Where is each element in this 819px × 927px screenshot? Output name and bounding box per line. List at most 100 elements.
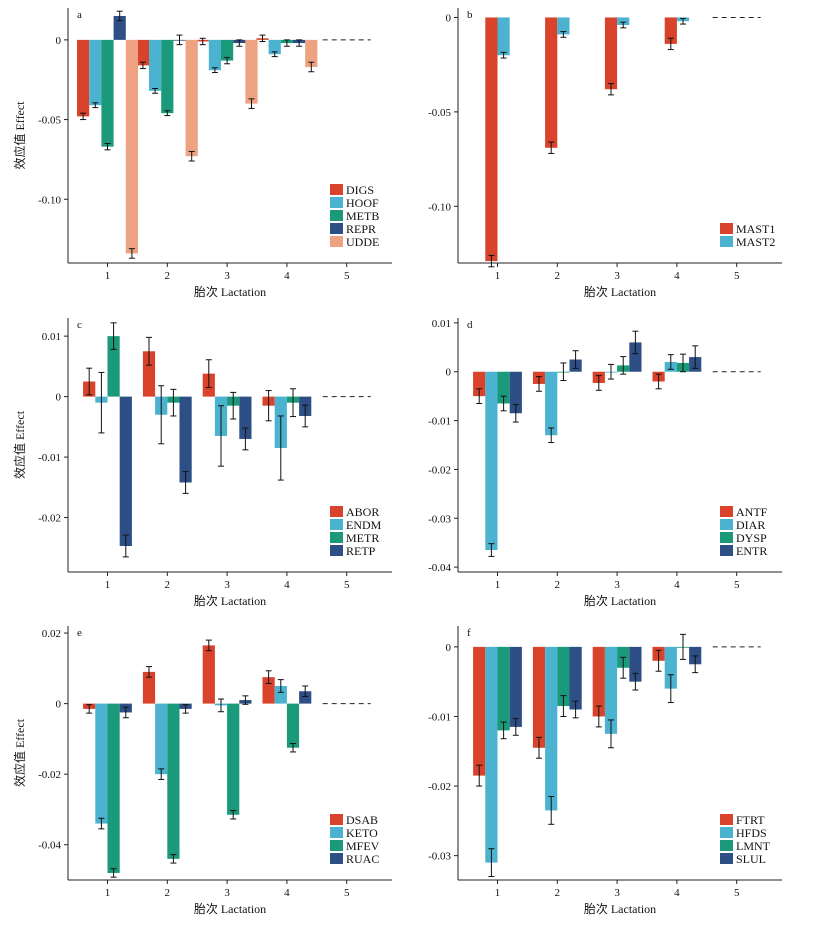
bar [617, 17, 630, 25]
x-tick-label: 4 [284, 887, 290, 899]
y-tick-label: 0 [56, 35, 62, 47]
legend-label: DIAR [736, 518, 765, 532]
legend-swatch [330, 814, 343, 825]
bar [142, 351, 156, 397]
bar [509, 646, 522, 727]
legend-label: METR [346, 531, 379, 545]
bar [604, 17, 618, 90]
x-tick-label: 5 [734, 887, 740, 899]
y-tick-label: 0 [446, 642, 452, 654]
bar [142, 671, 156, 704]
x-tick-label: 4 [284, 579, 290, 591]
legend-swatch [720, 545, 733, 556]
bar [485, 17, 498, 262]
y-tick-label: -0.01 [38, 452, 61, 464]
legend-label: REPR [346, 222, 376, 236]
bar [497, 646, 510, 731]
legend-label: LMNT [736, 839, 771, 853]
legend-label: ABOR [346, 505, 379, 519]
legend-swatch [330, 853, 343, 864]
bar [545, 646, 558, 811]
bar [532, 646, 546, 748]
panel-letter: b [467, 9, 473, 21]
x-tick-label: 2 [165, 887, 171, 899]
bar [227, 703, 240, 815]
bar [179, 396, 192, 483]
bar [77, 39, 90, 117]
bar [221, 39, 234, 61]
x-tick-label: 5 [344, 887, 350, 899]
legend-label: UDDE [346, 235, 379, 249]
legend-label: DYSP [736, 531, 767, 545]
bar [473, 371, 486, 397]
legend-label: METB [346, 209, 379, 223]
legend-swatch [330, 840, 343, 851]
legend-label: RETP [346, 544, 376, 558]
y-axis-label: 效应值 Effect [12, 718, 27, 787]
legend-swatch [330, 506, 343, 517]
legend-label: ENDM [346, 518, 382, 532]
legend-label: ENTR [736, 544, 767, 558]
legend-label: SLUL [736, 852, 766, 866]
y-tick-label: 0.01 [432, 318, 451, 330]
legend-swatch [720, 840, 733, 851]
legend-swatch [720, 236, 733, 247]
panel-letter: e [77, 627, 82, 639]
y-tick-label: -0.03 [428, 851, 451, 863]
bar [113, 15, 126, 40]
y-tick-label: 0 [446, 367, 452, 379]
x-tick-label: 1 [105, 270, 111, 282]
bar [274, 685, 287, 704]
x-tick-label: 1 [105, 887, 111, 899]
legend-swatch [720, 853, 733, 864]
panel-letter: d [467, 319, 473, 331]
legend-swatch [720, 827, 733, 838]
bar [299, 691, 312, 704]
bar [545, 17, 558, 148]
y-tick-label: 0 [56, 699, 62, 711]
y-tick-label: -0.04 [428, 562, 451, 574]
bar [485, 371, 498, 551]
bar [167, 703, 180, 859]
y-tick-label: -0.05 [38, 115, 61, 127]
bar [239, 396, 252, 439]
panel-letter: f [467, 627, 471, 639]
x-tick-label: 3 [614, 887, 620, 899]
x-tick-label: 2 [165, 270, 171, 282]
bar [245, 39, 258, 104]
legend-label: ANTF [736, 505, 768, 519]
bar [125, 39, 138, 254]
legend-swatch [720, 223, 733, 234]
legend-label: MAST2 [736, 235, 775, 249]
bar [497, 17, 510, 56]
x-axis-label: 胎次 Lactation [584, 902, 656, 916]
legend-label: HFDS [736, 826, 767, 840]
bar [557, 646, 570, 707]
y-tick-label: -0.01 [428, 416, 451, 428]
bar [155, 703, 168, 775]
bar [286, 703, 300, 748]
legend-label: MFEV [346, 839, 380, 853]
y-tick-label: -0.10 [38, 194, 61, 206]
x-tick-label: 5 [344, 579, 350, 591]
legend-swatch [720, 532, 733, 543]
bar [268, 39, 281, 55]
bar [107, 336, 120, 397]
x-axis-label: 胎次 Lactation [194, 594, 266, 608]
y-tick-label: -0.05 [428, 107, 451, 119]
x-axis-label: 胎次 Lactation [584, 285, 656, 299]
y-tick-label: -0.02 [428, 781, 451, 793]
legend-swatch [720, 506, 733, 517]
bar [262, 677, 275, 704]
bar [119, 396, 132, 546]
legend-label: FTRT [736, 813, 765, 827]
legend-swatch [720, 519, 733, 530]
bar [629, 342, 642, 372]
x-tick-label: 4 [674, 887, 680, 899]
x-tick-label: 2 [165, 579, 171, 591]
panel-a: a 0 -0.05 -0.10 1 2 3 4 5 胎次 Lactation 效应值 Effect D… [12, 8, 392, 299]
y-tick-label: -0.02 [38, 513, 61, 525]
bar [208, 39, 221, 71]
x-tick-label: 4 [284, 270, 290, 282]
